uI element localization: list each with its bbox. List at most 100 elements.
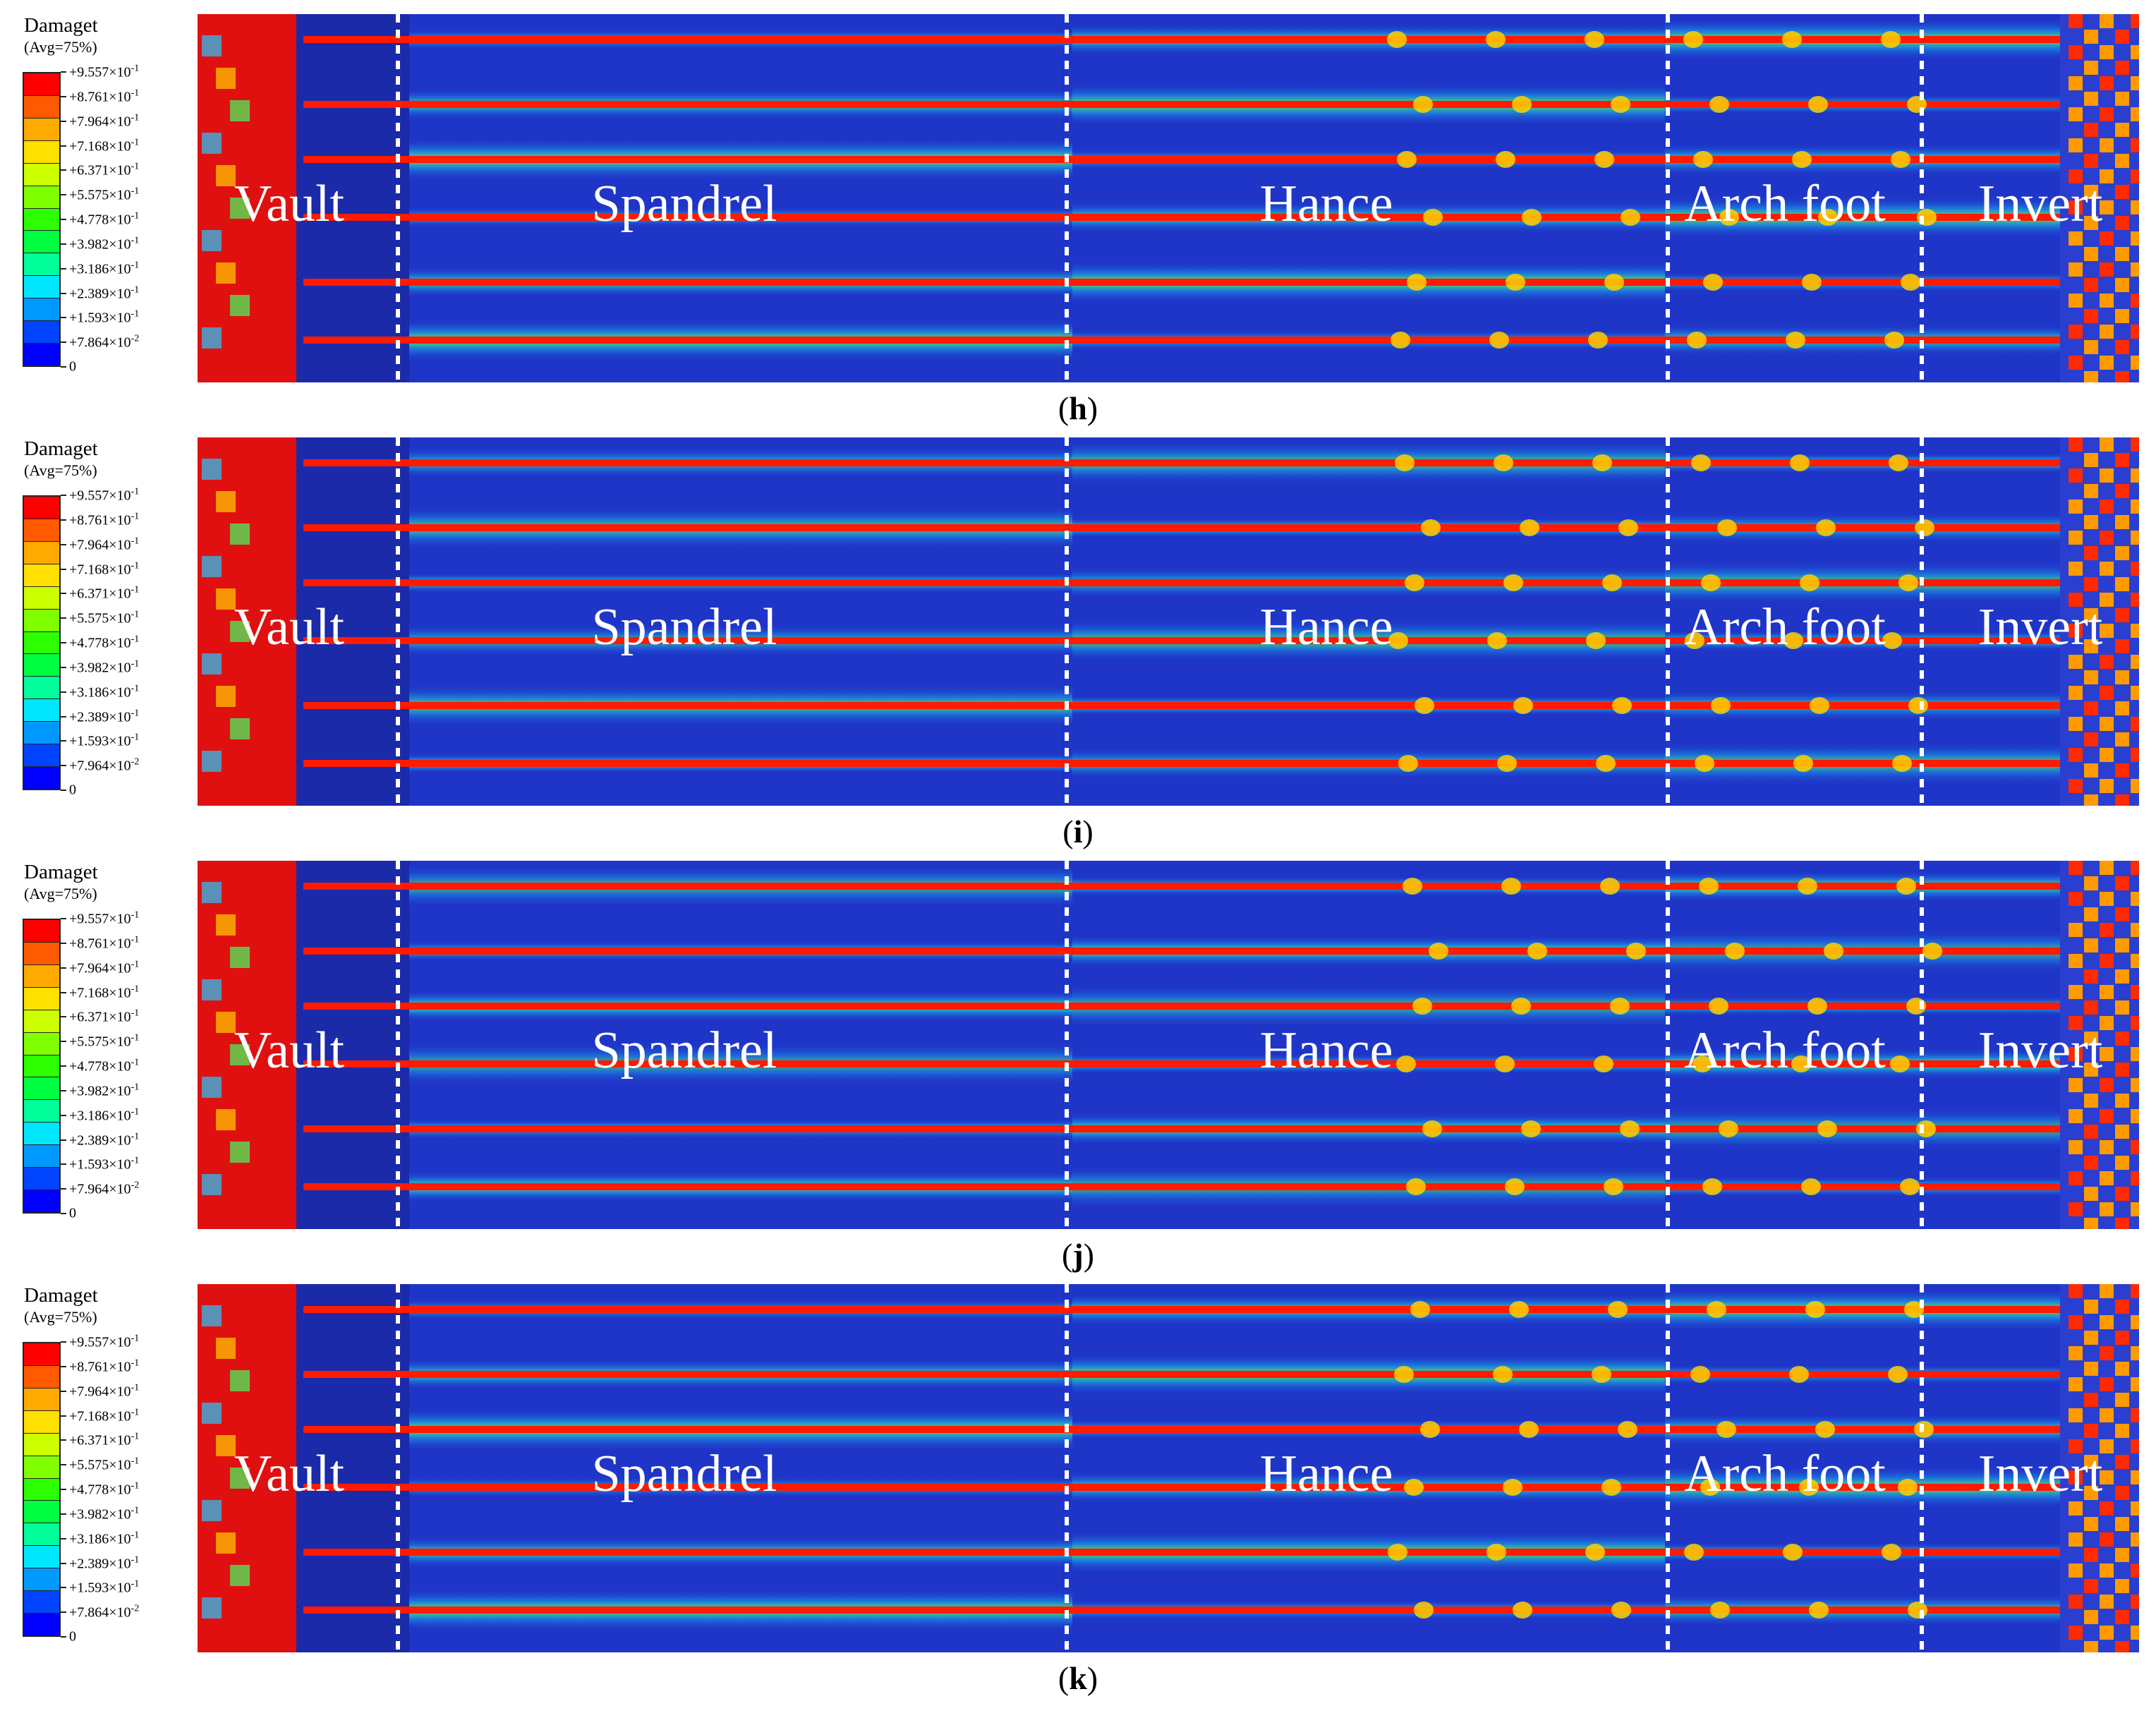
vault-patch [230, 718, 250, 739]
legend-tick [61, 1139, 66, 1141]
invert-cell [2100, 1470, 2114, 1484]
legend-swatch [24, 964, 59, 988]
invert-cell [2100, 1171, 2114, 1185]
legend-tick-label: 0 [69, 782, 76, 798]
legend-tick-label: +7.168×10-1 [69, 137, 140, 154]
legend-tick-label: +7.964×10-1 [69, 536, 140, 552]
vault-patch [202, 35, 222, 56]
invert-cell [2069, 76, 2083, 90]
invert-cell [2115, 794, 2129, 806]
invert-cell [2100, 1563, 2114, 1578]
damage-contour-plot: Vault Spandrel Hance Arch foot Invert [198, 1284, 2139, 1652]
invert-cell [2084, 154, 2098, 168]
invert-cell [2115, 309, 2129, 323]
region-label-invert: Invert [1978, 175, 2103, 233]
damage-node [1783, 1544, 1803, 1561]
invert-cell [2084, 701, 2098, 715]
invert-cell [2069, 923, 2083, 937]
legend-tick [61, 1489, 66, 1490]
legend-tick [61, 495, 66, 496]
damage-node [1612, 697, 1632, 714]
damage-node [1414, 1602, 1434, 1619]
legend-swatch [24, 497, 59, 519]
legend-tick [61, 1513, 66, 1515]
damage-node [1808, 96, 1828, 113]
damage-node [1415, 697, 1434, 714]
invert-cell [2115, 670, 2129, 684]
rebar-line [303, 36, 2060, 43]
rebar-line [303, 1125, 2060, 1132]
invert-cell [2100, 779, 2114, 793]
damage-node [1527, 943, 1547, 960]
invert-cell [2084, 639, 2098, 653]
invert-cell [2115, 1125, 2129, 1139]
legend-swatch [24, 699, 59, 722]
dark-zone [296, 1284, 409, 1652]
damage-node [1503, 574, 1523, 591]
damage-node [1585, 31, 1604, 48]
invert-cell [2069, 1408, 2083, 1422]
panel-j: Damaget (Avg=75%) +9.557×10-1 +8.761×10-1 +7… [0, 847, 2156, 1271]
invert-cell [2069, 437, 2083, 452]
legend-tick-label: +8.761×10-1 [69, 511, 140, 528]
legend-tick-label: +3.186×10-1 [69, 1106, 140, 1123]
invert-cell [2100, 923, 2114, 937]
damage-node [1410, 1301, 1430, 1318]
damage-node [1703, 274, 1723, 291]
invert-cell [2100, 717, 2114, 731]
invert-cell [2084, 876, 2098, 890]
legend-color-bar [23, 919, 61, 1214]
invert-cell [2084, 938, 2098, 952]
invert-cell [2100, 356, 2114, 370]
legend-title: Damaget [24, 1284, 98, 1307]
legend-tick [61, 145, 66, 147]
invert-cell [2131, 717, 2139, 731]
legend-tick [61, 1390, 66, 1392]
invert-cell [2115, 515, 2129, 529]
invert-cell [2069, 861, 2083, 875]
invert-cell [2084, 1393, 2098, 1407]
legend-tick [61, 942, 66, 944]
legend-tick-label: +3.982×10-1 [69, 1082, 140, 1099]
vault-patch [216, 1338, 236, 1359]
damage-node [1793, 755, 1813, 772]
legend-tick [61, 267, 66, 270]
legend-tick-label: +5.575×10-1 [69, 186, 140, 203]
vault-patch [216, 1012, 236, 1033]
invert-cell [2069, 531, 2083, 545]
legend-tick-label: +7.168×10-1 [69, 1407, 140, 1424]
invert-cell [2131, 748, 2139, 762]
invert-cell [2069, 200, 2083, 214]
invert-cell [2069, 1346, 2083, 1360]
invert-cell [2100, 1408, 2114, 1422]
legend-tick [61, 1089, 66, 1091]
damage-node [1388, 632, 1408, 649]
invert-cell [2069, 1078, 2083, 1092]
invert-cell [2069, 45, 2083, 59]
damage-node [1801, 1178, 1821, 1195]
region-label-hance: Hance [1259, 598, 1393, 656]
panel-label: (i) [1062, 813, 1094, 849]
invert-cell [2131, 1501, 2139, 1516]
vault-patch [202, 653, 222, 675]
rebar-line [303, 1003, 2060, 1010]
damage-node [1684, 1544, 1704, 1561]
damage-node [1620, 1120, 1640, 1137]
invert-cell [2084, 1063, 2098, 1077]
legend-tick [61, 991, 66, 993]
legend-tick [61, 1415, 66, 1417]
vault-patch [230, 100, 250, 121]
invert-cell [2084, 309, 2098, 323]
legend-tick-label: +7.964×10-1 [69, 112, 140, 129]
damage-node [1423, 209, 1443, 226]
damage-node [1489, 332, 1509, 349]
legend-tick [61, 666, 66, 668]
damage-node [1601, 1479, 1621, 1496]
rebar-line [303, 1607, 2060, 1614]
legend-swatch [24, 519, 59, 542]
invert-cell [2100, 1626, 2114, 1640]
legend-tick [61, 1341, 66, 1343]
invert-cell [2084, 1517, 2098, 1531]
legend-tick-label: +7.864×10-2 [69, 1603, 140, 1621]
damage-node [1388, 1544, 1407, 1561]
